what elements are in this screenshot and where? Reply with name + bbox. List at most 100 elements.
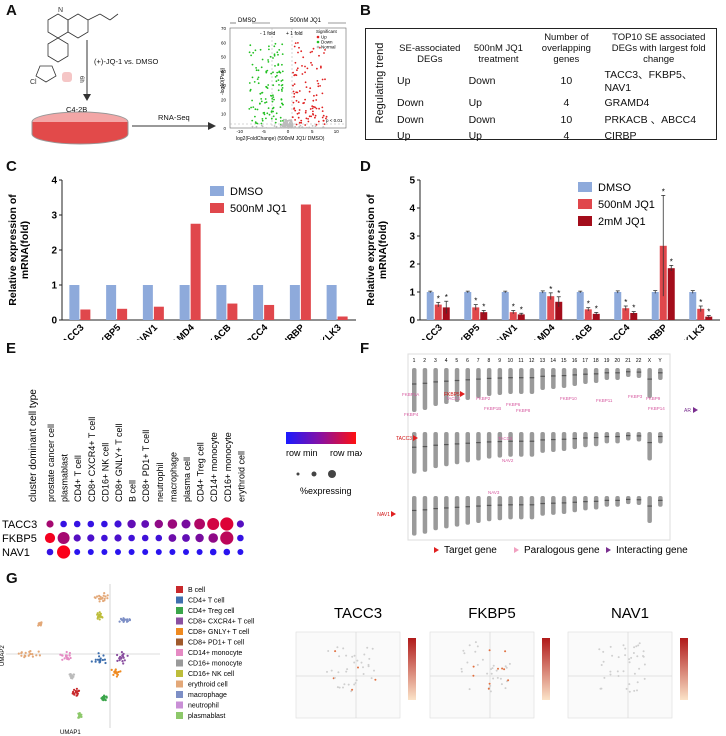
dotplot-dot (183, 549, 189, 555)
dotplot-dot (87, 534, 95, 542)
bar-2mm-jq1 (705, 316, 713, 320)
volcano-point (272, 84, 275, 87)
chromosome (626, 496, 631, 505)
chromosome (636, 496, 642, 505)
volcano-point (314, 116, 316, 119)
centromere (433, 507, 438, 510)
bar-dmso (501, 292, 509, 320)
legend-label: 2mM JQ1 (598, 216, 646, 228)
volcano-point (315, 99, 318, 101)
feature-cell-point (463, 652, 466, 655)
y-tick-label: 1 (51, 281, 57, 292)
dotplot-dot (208, 533, 218, 543)
significance-star: * (632, 304, 635, 313)
dotplot-dot (57, 532, 70, 544)
feature-cell-point (643, 677, 646, 680)
volcano-point (312, 105, 315, 108)
dotplot-dot (169, 549, 176, 555)
volcano-point (294, 126, 297, 129)
panel-letter-e: E (6, 340, 17, 357)
feature-cell-point (362, 673, 365, 675)
volcano-point (277, 79, 280, 81)
centromere (476, 441, 481, 444)
centromere (615, 372, 620, 374)
volcano-point (306, 126, 308, 129)
umap-cell-point (66, 656, 69, 659)
umap-cell-point (98, 600, 101, 603)
bar-2mm-jq1 (592, 313, 600, 320)
chromosome (476, 432, 481, 461)
y-tick-label: 2 (409, 260, 415, 271)
centromere (583, 501, 588, 503)
feature-cell-point (353, 654, 356, 657)
umap-cell-point (27, 654, 30, 657)
volcano-point (293, 74, 296, 77)
volcano-point (317, 120, 320, 123)
volcano-point (284, 126, 287, 128)
dotplot-dot (57, 545, 71, 559)
volcano-point (267, 84, 270, 86)
feature-cell-point (611, 654, 614, 657)
bar-dmso (464, 292, 472, 320)
chromosome (422, 496, 428, 534)
volcano-ytick: 60 (221, 40, 227, 45)
dotplot-dot (46, 520, 54, 528)
feature-cell-point (330, 669, 333, 672)
bar-chart-c: 0 1 2 3 4 Relative expression ofmRNA(fold) TAC… (7, 176, 356, 340)
chromosome (422, 368, 428, 410)
umap-cell-point (72, 673, 75, 676)
dotplot-cell-type: CD4+ T cell (73, 455, 83, 502)
chromosome (454, 496, 460, 527)
centromere (658, 435, 663, 438)
dotplot-cell-type: CD14+ monocyte (209, 432, 219, 502)
interacting-gene-label: AR (684, 408, 691, 414)
umap-cell-point (97, 652, 100, 655)
volcano-fold-left: - 1 fold (260, 31, 276, 37)
umap-legend-swatch (176, 659, 183, 667)
feature-cell-point (642, 655, 645, 658)
volcano-point (275, 80, 278, 83)
volcano-title-right: 500nM JQ1 (290, 18, 322, 24)
feature-cell-point (602, 660, 605, 663)
feature-cell-point (632, 652, 635, 654)
volcano-p-label: p < 0.01 (326, 118, 343, 123)
dish-body (31, 122, 129, 145)
centromere (540, 502, 545, 505)
x-tick-label: NAV1 (495, 322, 521, 340)
x-tick-label: FKBP5 (93, 322, 123, 340)
volcano-point (255, 69, 258, 72)
feature-cell-point (353, 683, 356, 686)
umap-cell-point (98, 658, 101, 661)
se-col-header: TOP10 SE associated DEGs with largest fo… (611, 32, 706, 65)
volcano-point (292, 90, 295, 93)
umap-cell-point (120, 657, 123, 660)
panel-letter-d: D (360, 158, 371, 175)
umap-cell-point (102, 594, 105, 597)
bar-dmso (614, 292, 622, 320)
significance-star: * (699, 298, 702, 307)
umap-cell-point (100, 597, 103, 600)
volcano-point (272, 94, 274, 97)
volcano-plot: DMSO 500nM JQ1 - 1 fold + 1 fold p < 0.0… (220, 18, 347, 142)
volcano-point (254, 121, 257, 123)
volcano-point (303, 102, 305, 104)
chromosome (561, 496, 567, 514)
volcano-point (255, 67, 257, 69)
gene-marker-icon (434, 547, 439, 553)
umap-cell-point (99, 597, 102, 601)
volcano-point (311, 50, 313, 53)
umap-cell-point (119, 670, 122, 673)
volcano-point (323, 52, 325, 54)
feature-cell-point (617, 675, 620, 677)
dotplot-cell-type: erythroid cell (236, 451, 246, 502)
significance-star: * (624, 298, 627, 307)
feature-cell-point (355, 679, 358, 682)
volcano-point (294, 42, 297, 44)
feature-cell-point (472, 665, 475, 668)
chromosome (583, 496, 588, 511)
volcano-point (260, 100, 263, 103)
volcano-point (269, 55, 272, 58)
volcano-legend-down: Down (321, 40, 333, 45)
volcano-point (270, 72, 273, 75)
volcano-point (281, 70, 284, 73)
